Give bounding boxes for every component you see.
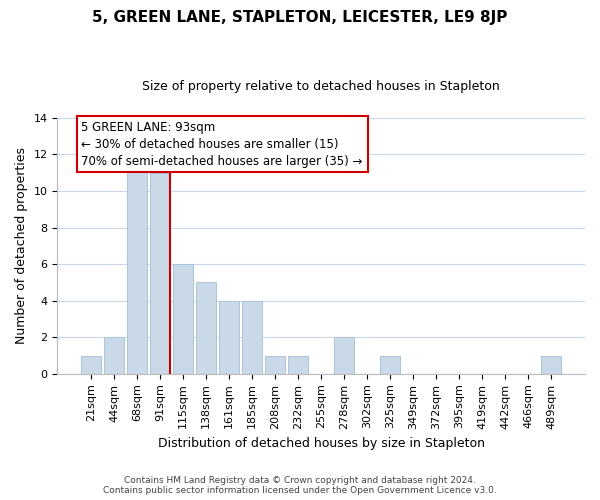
Title: Size of property relative to detached houses in Stapleton: Size of property relative to detached ho… bbox=[142, 80, 500, 93]
Y-axis label: Number of detached properties: Number of detached properties bbox=[15, 148, 28, 344]
Bar bbox=[151, 172, 170, 374]
Bar bbox=[173, 264, 193, 374]
Bar bbox=[289, 356, 308, 374]
Bar bbox=[82, 356, 101, 374]
Bar bbox=[127, 154, 147, 374]
Text: Contains HM Land Registry data © Crown copyright and database right 2024.
Contai: Contains HM Land Registry data © Crown c… bbox=[103, 476, 497, 495]
X-axis label: Distribution of detached houses by size in Stapleton: Distribution of detached houses by size … bbox=[158, 437, 485, 450]
Bar bbox=[265, 356, 285, 374]
Text: 5, GREEN LANE, STAPLETON, LEICESTER, LE9 8JP: 5, GREEN LANE, STAPLETON, LEICESTER, LE9… bbox=[92, 10, 508, 25]
Bar bbox=[220, 300, 239, 374]
Bar bbox=[334, 337, 354, 374]
Bar bbox=[242, 300, 262, 374]
Bar bbox=[380, 356, 400, 374]
Text: 5 GREEN LANE: 93sqm
← 30% of detached houses are smaller (15)
70% of semi-detach: 5 GREEN LANE: 93sqm ← 30% of detached ho… bbox=[82, 120, 363, 168]
Bar bbox=[196, 282, 216, 374]
Bar bbox=[104, 337, 124, 374]
Bar bbox=[541, 356, 561, 374]
